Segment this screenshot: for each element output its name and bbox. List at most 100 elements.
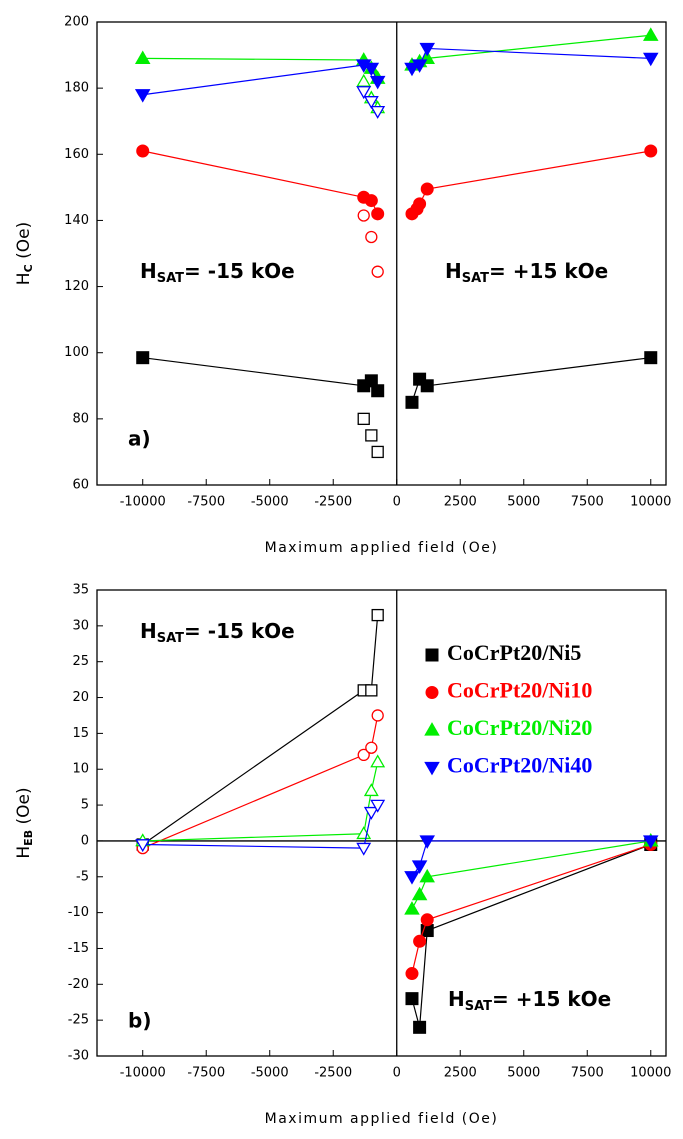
- series-line: [411, 840, 651, 910]
- legend-marker: [424, 722, 440, 736]
- y-label-main: H: [14, 846, 34, 859]
- annotation-main: H: [445, 259, 462, 283]
- series-line: [411, 843, 651, 1028]
- x-tick-label: 2500: [444, 1066, 477, 1081]
- y-label-unit: (Oe): [14, 222, 34, 265]
- marker: [357, 412, 370, 426]
- marker: [419, 835, 435, 849]
- x-tick-label: 5000: [507, 1066, 540, 1081]
- marker: [357, 209, 370, 222]
- marker: [363, 62, 380, 77]
- marker: [371, 709, 384, 722]
- annotation-sub: SAT: [462, 271, 489, 286]
- y-tick-label: -15: [68, 941, 89, 956]
- series-line: [142, 804, 379, 849]
- marker: [363, 806, 379, 820]
- marker: [404, 62, 420, 77]
- marker: [404, 871, 420, 885]
- panel: -10000 -7500 -5000 -2500 0 2500 5000 7500 10000 -…: [14, 583, 671, 1128]
- marker: [365, 741, 378, 754]
- y-tick-label: 5: [81, 798, 89, 813]
- panel-label: b): [128, 1009, 151, 1033]
- plot-frame: [96, 21, 667, 486]
- y-tick-label: 35: [72, 583, 89, 598]
- y-axis-label: HC (Oe): [14, 222, 35, 285]
- x-tick-label: 0: [393, 495, 401, 510]
- y-tick-label: -20: [68, 977, 89, 992]
- y-tick-label: 60: [72, 478, 89, 493]
- marker: [644, 351, 658, 365]
- annotation: HSAT= +15 kOe: [448, 987, 611, 1014]
- x-tick-label: 10000: [630, 495, 671, 510]
- legend-label: CoCrPt20/Ni40: [447, 753, 592, 778]
- legend-label: CoCrPt20/Ni20: [447, 715, 592, 740]
- marker: [356, 73, 372, 87]
- annotation: HSAT= -15 kOe: [140, 619, 295, 646]
- marker: [642, 835, 659, 849]
- marker: [370, 105, 386, 119]
- legend-marker: [424, 761, 440, 776]
- marker: [136, 144, 150, 158]
- marker: [644, 144, 658, 158]
- marker: [134, 50, 151, 64]
- annotation-rest: = +15 kOe: [492, 987, 611, 1011]
- marker: [420, 913, 434, 927]
- x-tick-label: 7500: [571, 1066, 604, 1081]
- marker: [419, 42, 435, 57]
- legend-label: CoCrPt20/Ni10: [447, 678, 592, 703]
- x-tick-label: -10000: [120, 1066, 166, 1081]
- marker: [405, 967, 419, 981]
- annotation: HSAT= +15 kOe: [445, 259, 608, 286]
- x-tick-label: 2500: [444, 495, 477, 510]
- series-line: [142, 615, 379, 846]
- marker: [356, 86, 372, 100]
- marker: [411, 860, 428, 874]
- annotation-rest: = +15 kOe: [489, 259, 608, 283]
- y-tick-label: -10: [68, 905, 89, 920]
- plot-frame: [96, 589, 667, 1057]
- x-tick-label: -10000: [120, 495, 166, 510]
- annotation-sub: SAT: [465, 999, 492, 1014]
- marker: [364, 194, 378, 208]
- marker: [642, 52, 659, 67]
- y-tick-label: 200: [64, 15, 89, 30]
- x-tick-label: -5000: [251, 1066, 289, 1081]
- panel-label: a): [128, 427, 151, 451]
- marker: [413, 1020, 427, 1034]
- x-tick-label: 0: [393, 1066, 401, 1081]
- annotation-sub: SAT: [157, 631, 184, 646]
- y-tick-label: 100: [64, 345, 89, 360]
- y-tick-label: -25: [68, 1013, 89, 1028]
- y-label-sub: C: [22, 264, 35, 272]
- y-tick-label: 160: [64, 147, 89, 162]
- series-line: [411, 843, 651, 974]
- annotation-main: H: [448, 987, 465, 1011]
- marker: [356, 842, 372, 856]
- legend-marker: [425, 648, 439, 662]
- y-tick-label: 80: [72, 411, 89, 426]
- marker: [411, 59, 428, 73]
- marker: [419, 868, 435, 883]
- marker: [365, 230, 378, 244]
- marker: [420, 182, 434, 196]
- marker: [370, 799, 386, 813]
- y-tick-label: 30: [72, 618, 89, 633]
- annotation-rest: = -15 kOe: [184, 259, 295, 283]
- marker: [371, 207, 385, 221]
- marker: [357, 748, 370, 762]
- annotation-sub: SAT: [157, 271, 184, 286]
- y-axis-label: HEB (Oe): [14, 787, 35, 858]
- y-tick-label: 120: [64, 279, 89, 294]
- marker: [371, 608, 384, 622]
- x-tick-label: -5000: [251, 495, 289, 510]
- marker: [420, 379, 434, 393]
- annotation-main: H: [140, 259, 157, 283]
- marker: [411, 886, 428, 901]
- marker: [135, 839, 151, 853]
- marker: [134, 89, 151, 103]
- x-axis-label: Maximum applied field (Oe): [265, 540, 499, 556]
- marker: [405, 395, 419, 409]
- y-tick-label: 20: [72, 690, 89, 705]
